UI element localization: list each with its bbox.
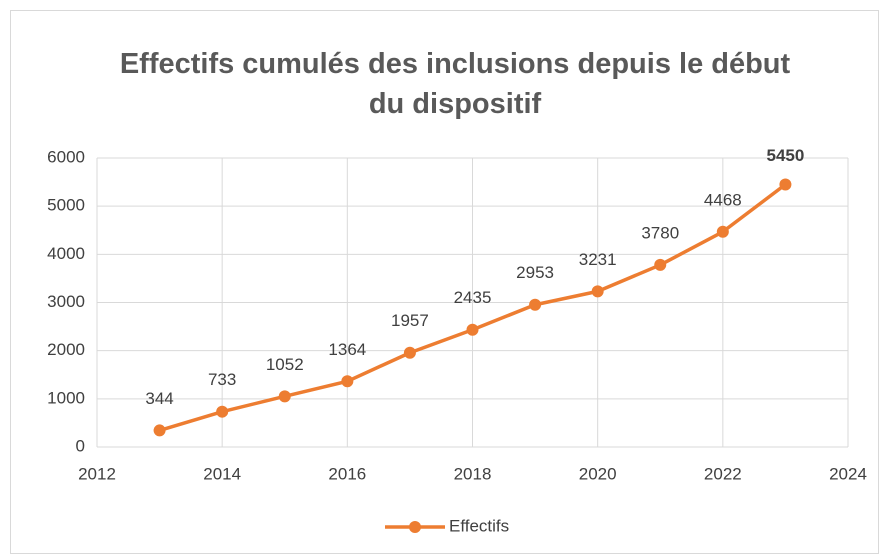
data-point <box>153 424 166 437</box>
data-label: 1957 <box>391 311 429 330</box>
x-tick-label: 2020 <box>579 464 617 483</box>
data-point <box>403 346 416 359</box>
data-label: 1364 <box>328 340 366 359</box>
data-label: 3780 <box>641 223 679 242</box>
data-label: 3231 <box>579 250 617 269</box>
legend-label: Effectifs <box>449 516 509 535</box>
x-tick-label: 2018 <box>454 464 492 483</box>
data-point <box>278 390 291 403</box>
y-tick-label: 6000 <box>47 147 85 166</box>
data-point <box>779 178 792 191</box>
chart-border <box>10 10 879 554</box>
data-label: 5450 <box>767 146 805 165</box>
data-point <box>591 285 604 298</box>
y-tick-label: 3000 <box>47 292 85 311</box>
data-label: 2953 <box>516 263 554 282</box>
data-point <box>654 258 667 271</box>
x-tick-label: 2014 <box>203 464 241 483</box>
y-tick-label: 0 <box>76 436 85 455</box>
data-point <box>716 225 729 238</box>
data-label: 4468 <box>704 190 742 209</box>
chart-title: Effectifs cumulés des inclusions depuis … <box>119 48 791 120</box>
legend-marker <box>409 521 421 533</box>
data-label: 733 <box>208 370 236 389</box>
y-tick-label: 2000 <box>47 340 85 359</box>
data-label: 2435 <box>454 288 492 307</box>
data-point <box>216 405 229 418</box>
data-label: 1052 <box>266 355 304 374</box>
data-point <box>341 375 354 388</box>
x-tick-label: 2016 <box>328 464 366 483</box>
y-tick-label: 5000 <box>47 196 85 215</box>
data-point <box>466 323 479 336</box>
y-tick-label: 1000 <box>47 388 85 407</box>
x-tick-label: 2012 <box>78 464 116 483</box>
y-tick-label: 4000 <box>47 244 85 263</box>
data-label: 344 <box>145 389 173 408</box>
x-tick-label: 2022 <box>704 464 742 483</box>
data-point <box>529 298 542 311</box>
x-tick-label: 2024 <box>829 464 867 483</box>
